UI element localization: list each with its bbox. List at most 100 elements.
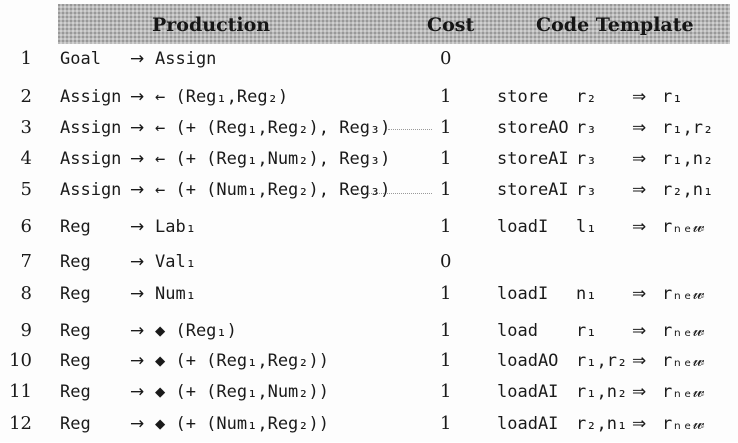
derives-arrow: → bbox=[130, 87, 145, 107]
lhs-nonterminal: Reg bbox=[60, 284, 91, 304]
row-number: 3 bbox=[20, 117, 32, 138]
rhs-pattern: Num₁ bbox=[155, 284, 196, 304]
rhs-pattern: Assign bbox=[155, 49, 217, 69]
implies-arrow: ⇒ bbox=[632, 149, 647, 169]
rhs-pattern: Val₁ bbox=[155, 252, 196, 272]
opcode: storeAI bbox=[497, 180, 569, 200]
row-number: 4 bbox=[20, 148, 32, 169]
row-number: 1 bbox=[20, 48, 32, 69]
cost-value: 1 bbox=[440, 86, 452, 107]
derives-arrow: → bbox=[130, 351, 145, 371]
row-number: 7 bbox=[20, 251, 32, 272]
derives-arrow: → bbox=[130, 118, 145, 138]
opcode: store bbox=[497, 87, 549, 107]
table-row: 4 Assign → ← (+ (Reg₁,Num₂), Reg₃) 1 storeAI r… bbox=[0, 148, 738, 178]
cost-value: 1 bbox=[440, 283, 452, 304]
destination: r₂,n₁ bbox=[662, 180, 714, 200]
lhs-nonterminal: Reg bbox=[60, 321, 91, 341]
implies-arrow: ⇒ bbox=[632, 118, 647, 138]
destination: rₙₑ𝓌 bbox=[662, 382, 705, 402]
scan-artifact-line bbox=[352, 193, 432, 195]
derives-arrow: → bbox=[130, 49, 145, 69]
cost-value: 0 bbox=[440, 251, 452, 272]
table-row: 7 Reg → Val₁ 0 bbox=[0, 251, 738, 281]
rhs-pattern: Lab₁ bbox=[155, 217, 196, 237]
opcode: loadI bbox=[497, 217, 549, 237]
implies-arrow: ⇒ bbox=[632, 351, 647, 371]
operands: r₁,r₂ bbox=[576, 351, 628, 371]
implies-arrow: ⇒ bbox=[632, 414, 647, 434]
derives-arrow: → bbox=[130, 321, 145, 341]
rhs-pattern: ← (+ (Reg₁,Num₂), Reg₃) bbox=[155, 149, 391, 169]
destination: rₙₑ𝓌 bbox=[662, 217, 705, 237]
cost-value: 1 bbox=[440, 148, 452, 169]
cost-value: 1 bbox=[440, 117, 452, 138]
opcode: loadAO bbox=[497, 351, 559, 371]
cost-value: 1 bbox=[440, 350, 452, 371]
row-number: 12 bbox=[9, 413, 32, 434]
operands: r₃ bbox=[576, 149, 597, 169]
operands: r₁,n₂ bbox=[576, 382, 628, 402]
header-production: Production bbox=[152, 14, 271, 36]
implies-arrow: ⇒ bbox=[632, 382, 647, 402]
implies-arrow: ⇒ bbox=[632, 87, 647, 107]
lhs-nonterminal: Reg bbox=[60, 382, 91, 402]
implies-arrow: ⇒ bbox=[632, 321, 647, 341]
destination: rₙₑ𝓌 bbox=[662, 284, 705, 304]
rhs-pattern: ◆ (Reg₁) bbox=[155, 321, 237, 341]
lhs-nonterminal: Assign bbox=[60, 180, 122, 200]
derives-arrow: → bbox=[130, 180, 145, 200]
opcode: storeAO bbox=[497, 118, 569, 138]
operands: r₃ bbox=[576, 180, 597, 200]
derives-arrow: → bbox=[130, 284, 145, 304]
table-row: 8 Reg → Num₁ 1 loadI n₁ ⇒ rₙₑ𝓌 bbox=[0, 283, 738, 313]
destination: rₙₑ𝓌 bbox=[662, 321, 705, 341]
lhs-nonterminal: Assign bbox=[60, 149, 122, 169]
destination: rₙₑ𝓌 bbox=[662, 414, 705, 434]
scan-artifact-line bbox=[388, 129, 432, 131]
lhs-nonterminal: Assign bbox=[60, 87, 122, 107]
rhs-pattern: ◆ (+ (Reg₁,Num₂)) bbox=[155, 382, 329, 402]
operands: r₂,n₁ bbox=[576, 414, 628, 434]
rhs-pattern: ← (+ (Num₁,Reg₂), Reg₃) bbox=[155, 180, 391, 200]
implies-arrow: ⇒ bbox=[632, 180, 647, 200]
lhs-nonterminal: Reg bbox=[60, 217, 91, 237]
derives-arrow: → bbox=[130, 217, 145, 237]
opcode: loadAI bbox=[497, 414, 559, 434]
lhs-nonterminal: Goal bbox=[60, 49, 101, 69]
lhs-nonterminal: Reg bbox=[60, 252, 91, 272]
row-number: 2 bbox=[20, 86, 32, 107]
operands: l₁ bbox=[576, 217, 597, 237]
lhs-nonterminal: Reg bbox=[60, 351, 91, 371]
operands: n₁ bbox=[576, 284, 597, 304]
row-number: 10 bbox=[9, 350, 32, 371]
table-row: 5 Assign → ← (+ (Num₁,Reg₂), Reg₃) 1 storeAI r… bbox=[0, 179, 738, 209]
destination: rₙₑ𝓌 bbox=[662, 351, 705, 371]
operands: r₁ bbox=[576, 321, 597, 341]
header-cost: Cost bbox=[427, 14, 475, 36]
table-header-band bbox=[58, 4, 730, 44]
cost-value: 1 bbox=[440, 320, 452, 341]
row-number: 11 bbox=[9, 381, 32, 402]
table-row: 12 Reg → ◆ (+ (Num₁,Reg₂)) 1 loadAI r₂,n₁ ⇒ rₙₑ𝓌 bbox=[0, 413, 738, 443]
operands: r₂ bbox=[576, 87, 597, 107]
row-number: 6 bbox=[20, 216, 32, 237]
implies-arrow: ⇒ bbox=[632, 217, 647, 237]
destination: r₁,r₂ bbox=[662, 118, 714, 138]
header-code-template: Code Template bbox=[536, 14, 694, 36]
cost-value: 1 bbox=[440, 216, 452, 237]
implies-arrow: ⇒ bbox=[632, 284, 647, 304]
destination: r₁ bbox=[662, 87, 683, 107]
derives-arrow: → bbox=[130, 149, 145, 169]
derives-arrow: → bbox=[130, 252, 145, 272]
table-row: 9 Reg → ◆ (Reg₁) 1 load r₁ ⇒ rₙₑ𝓌 bbox=[0, 320, 738, 350]
opcode: loadAI bbox=[497, 382, 559, 402]
rhs-pattern: ← (+ (Reg₁,Reg₂), Reg₃) bbox=[155, 118, 391, 138]
operands: r₃ bbox=[576, 118, 597, 138]
rhs-pattern: ← (Reg₁,Reg₂) bbox=[155, 87, 289, 107]
row-number: 8 bbox=[20, 283, 32, 304]
lhs-nonterminal: Reg bbox=[60, 414, 91, 434]
table-row: 1 Goal → Assign 0 bbox=[0, 48, 738, 78]
opcode: loadI bbox=[497, 284, 549, 304]
